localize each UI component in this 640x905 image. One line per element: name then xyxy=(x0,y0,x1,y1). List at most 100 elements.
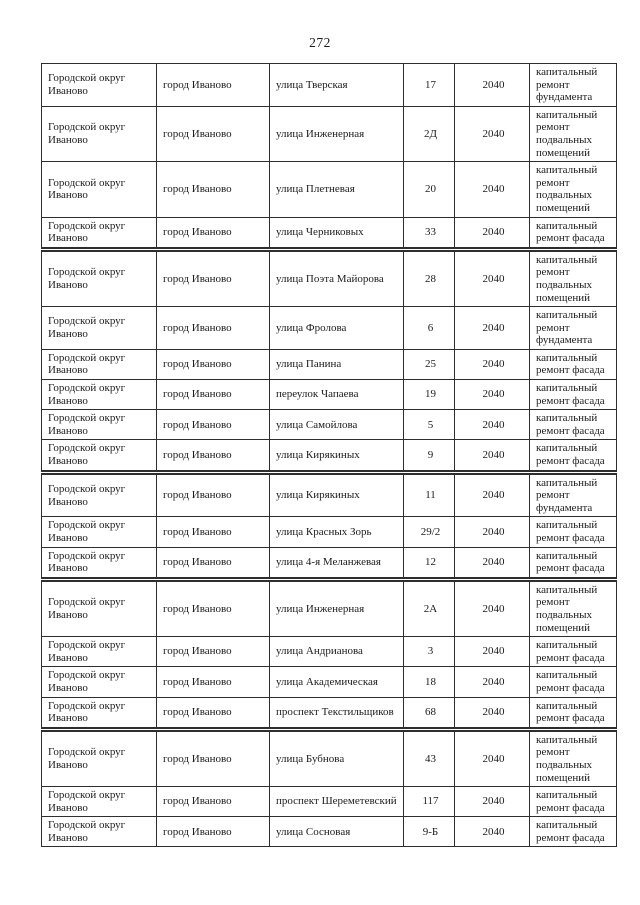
cell-house-number: 2Д xyxy=(403,105,455,163)
table-row: Городской округ Иваново город Иваново ул… xyxy=(41,636,617,668)
cell-house-number: 28 xyxy=(403,246,455,308)
cell-year: 2040 xyxy=(454,666,530,698)
cell-street: улица Фролова xyxy=(269,306,404,350)
cell-street: переулок Чапаева xyxy=(269,379,404,411)
cell-street: улица Академическая xyxy=(269,666,404,698)
cell-year: 2040 xyxy=(454,306,530,350)
cell-district: Городской округ Иваново xyxy=(41,63,157,107)
cell-house-number: 5 xyxy=(403,409,455,441)
cell-house-number: 68 xyxy=(403,696,455,730)
cell-street: улица Самойлова xyxy=(269,409,404,441)
cell-year: 2040 xyxy=(454,161,530,218)
cell-repair-type: капитальный ремонт подвальных помещений xyxy=(529,576,617,638)
cell-city: город Иваново xyxy=(156,246,270,308)
cell-house-number: 43 xyxy=(403,726,455,788)
cell-city: город Иваново xyxy=(156,409,270,441)
cell-street: улица Инженерная xyxy=(269,576,404,638)
table-row: Городской округ Иваново город Иваново ул… xyxy=(41,439,617,473)
table-row: Городской округ Иваново город Иваново ул… xyxy=(41,666,617,698)
cell-repair-type: капитальный ремонт подвальных помещений xyxy=(529,161,617,218)
cell-street: улица Сосновая xyxy=(269,816,404,848)
cell-city: город Иваново xyxy=(156,306,270,350)
table-row: Городской округ Иваново город Иваново пр… xyxy=(41,696,617,730)
cell-house-number: 17 xyxy=(403,63,455,107)
cell-district: Городской округ Иваново xyxy=(41,379,157,411)
cell-year: 2040 xyxy=(454,636,530,668)
cell-house-number: 117 xyxy=(403,786,455,818)
cell-street: улица Панина xyxy=(269,348,404,381)
cell-house-number: 25 xyxy=(403,348,455,381)
cell-district: Городской округ Иваново xyxy=(41,246,157,308)
cell-district: Городской округ Иваново xyxy=(41,816,157,848)
cell-house-number: 11 xyxy=(403,469,455,518)
cell-house-number: 20 xyxy=(403,161,455,218)
cell-year: 2040 xyxy=(454,469,530,518)
cell-district: Городской округ Иваново xyxy=(41,576,157,638)
cell-year: 2040 xyxy=(454,726,530,788)
cell-district: Городской округ Иваново xyxy=(41,469,157,518)
cell-year: 2040 xyxy=(454,576,530,638)
cell-year: 2040 xyxy=(454,546,530,580)
cell-year: 2040 xyxy=(454,63,530,107)
cell-street: улица Инженерная xyxy=(269,105,404,163)
table-row: Городской округ Иваново город Иваново ул… xyxy=(41,216,617,250)
cell-house-number: 2А xyxy=(403,576,455,638)
table-row: Городской округ Иваново город Иваново ул… xyxy=(41,63,617,107)
cell-repair-type: капитальный ремонт фасада xyxy=(529,816,617,848)
cell-repair-type: капитальный ремонт подвальных помещений xyxy=(529,105,617,163)
cell-street: улица Поэта Майорова xyxy=(269,246,404,308)
cell-district: Городской округ Иваново xyxy=(41,409,157,441)
cell-house-number: 29/2 xyxy=(403,516,455,548)
cell-city: город Иваново xyxy=(156,666,270,698)
repair-schedule-table: Городской округ Иваново город Иваново ул… xyxy=(41,63,617,848)
cell-house-number: 33 xyxy=(403,216,455,250)
cell-city: город Иваново xyxy=(156,516,270,548)
cell-street: проспект Шереметевский xyxy=(269,786,404,818)
cell-street: улица 4-я Меланжевая xyxy=(269,546,404,580)
cell-city: город Иваново xyxy=(156,348,270,381)
cell-repair-type: капитальный ремонт фасада xyxy=(529,439,617,473)
cell-district: Городской округ Иваново xyxy=(41,636,157,668)
cell-district: Городской округ Иваново xyxy=(41,306,157,350)
cell-repair-type: капитальный ремонт фундамента xyxy=(529,306,617,350)
cell-street: улица Черниковых xyxy=(269,216,404,250)
cell-street: улица Плетневая xyxy=(269,161,404,218)
cell-repair-type: капитальный ремонт фасада xyxy=(529,409,617,441)
cell-year: 2040 xyxy=(454,816,530,848)
cell-city: город Иваново xyxy=(156,816,270,848)
cell-repair-type: капитальный ремонт фундамента xyxy=(529,63,617,107)
cell-district: Городской округ Иваново xyxy=(41,726,157,788)
cell-district: Городской округ Иваново xyxy=(41,786,157,818)
cell-repair-type: капитальный ремонт фасада xyxy=(529,666,617,698)
cell-year: 2040 xyxy=(454,439,530,473)
cell-house-number: 9 xyxy=(403,439,455,473)
cell-city: город Иваново xyxy=(156,469,270,518)
cell-city: город Иваново xyxy=(156,216,270,250)
cell-repair-type: капитальный ремонт подвальных помещений xyxy=(529,726,617,788)
cell-city: город Иваново xyxy=(156,546,270,580)
cell-year: 2040 xyxy=(454,409,530,441)
cell-city: город Иваново xyxy=(156,696,270,730)
cell-city: город Иваново xyxy=(156,726,270,788)
table-row: Городской округ Иваново город Иваново ул… xyxy=(41,576,617,638)
table-row: Городской округ Иваново город Иваново пр… xyxy=(41,786,617,818)
page-number: 272 xyxy=(309,35,331,50)
table-row: Городской округ Иваново город Иваново ул… xyxy=(41,516,617,548)
cell-year: 2040 xyxy=(454,516,530,548)
table-row: Городской округ Иваново город Иваново ул… xyxy=(41,105,617,163)
repair-table-body: Городской округ Иваново город Иваново ул… xyxy=(41,63,617,848)
cell-repair-type: капитальный ремонт фасада xyxy=(529,636,617,668)
cell-house-number: 12 xyxy=(403,546,455,580)
table-row: Городской округ Иваново город Иваново пе… xyxy=(41,379,617,411)
cell-district: Городской округ Иваново xyxy=(41,348,157,381)
cell-year: 2040 xyxy=(454,348,530,381)
cell-repair-type: капитальный ремонт фасада xyxy=(529,696,617,730)
cell-repair-type: капитальный ремонт фасада xyxy=(529,348,617,381)
cell-city: город Иваново xyxy=(156,161,270,218)
cell-house-number: 6 xyxy=(403,306,455,350)
cell-district: Городской округ Иваново xyxy=(41,516,157,548)
cell-district: Городской округ Иваново xyxy=(41,666,157,698)
cell-district: Городской округ Иваново xyxy=(41,105,157,163)
cell-repair-type: капитальный ремонт фасада xyxy=(529,379,617,411)
